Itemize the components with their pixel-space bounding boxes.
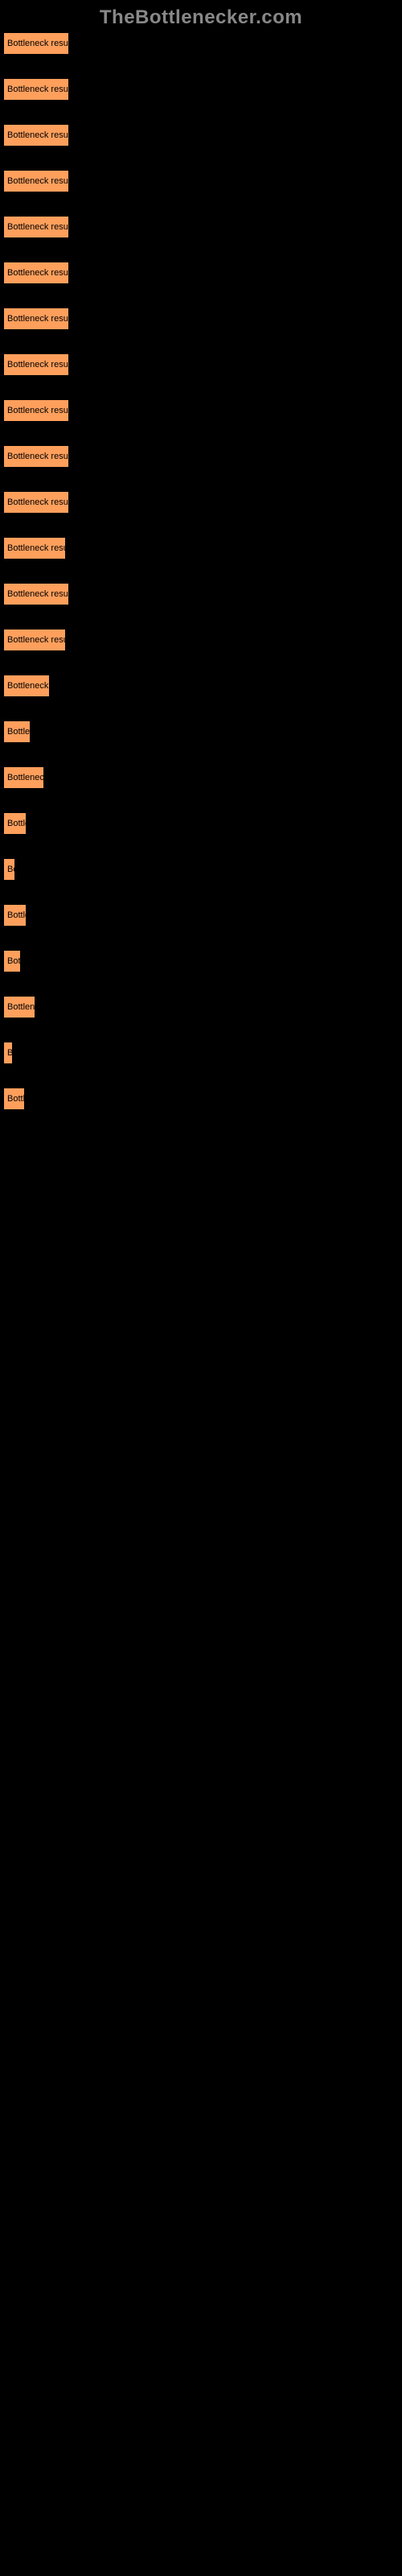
bar-row: Bottleneck result (3, 124, 402, 147)
bar: Bottleneck result (3, 170, 69, 192)
bar-label: Bottleneck result (7, 956, 21, 966)
bar-row: Bottleneck result (3, 812, 402, 835)
bar: Bottleneck result (3, 629, 66, 651)
bar-row: Bottleneck result (3, 766, 402, 789)
bar-label: Bottleneck result (7, 819, 27, 828)
bar: Bottleneck result (3, 78, 69, 101)
bar-row: Bottleneck result (3, 537, 402, 559)
bar-row: Bottleneck result (3, 629, 402, 651)
bar-row: Bottleneck result (3, 170, 402, 192)
bar: Bottleneck result (3, 675, 50, 697)
bar-label: Bottleneck result (7, 1094, 25, 1104)
bar-row: Bottleneck result (3, 583, 402, 605)
bar-label: Bottleneck result (7, 910, 27, 920)
bar: Bottleneck result (3, 308, 69, 330)
bar-row: Bottleneck result (3, 32, 402, 55)
bar-label: Bottleneck result (7, 1002, 35, 1012)
bar: Bottleneck result (3, 766, 44, 789)
bar-label: Bottleneck result (7, 39, 69, 48)
bar: Bottleneck result (3, 720, 31, 743)
bar-label: Bottleneck result (7, 497, 69, 507)
bar-row: Bottleneck result (3, 996, 402, 1018)
bar-label: Bottleneck result (7, 452, 69, 461)
bar-row: Bottleneck result (3, 262, 402, 284)
bar-label: Bottleneck result (7, 130, 69, 140)
bar: Bottleneck result (3, 445, 69, 468)
watermark-text: TheBottlenecker.com (100, 6, 302, 29)
bar-label: Bottleneck result (7, 360, 69, 369)
bar-label: Bottleneck result (7, 85, 69, 94)
bar: Bottleneck result (3, 904, 27, 927)
bar: Bottleneck result (3, 32, 69, 55)
bar-label: Bottleneck result (7, 635, 66, 645)
bar-row: Bottleneck result (3, 1088, 402, 1110)
bar-label: Bottleneck result (7, 681, 50, 691)
bar-row: Bottleneck result (3, 1042, 402, 1064)
bar: Bottleneck result (3, 262, 69, 284)
bar-label: Bottleneck result (7, 543, 66, 553)
bar: Bottleneck result (3, 1088, 25, 1110)
bar: Bottleneck result (3, 996, 35, 1018)
bar-row: Bottleneck result (3, 216, 402, 238)
bar: Bottleneck result (3, 491, 69, 514)
bar: Bottleneck result (3, 812, 27, 835)
bar: Bottleneck result (3, 216, 69, 238)
bar: Bottleneck result (3, 124, 69, 147)
bar-label: Bottleneck result (7, 406, 69, 415)
bar-label: Bottleneck result (7, 222, 69, 232)
bar: Bottleneck result (3, 399, 69, 422)
bar-label: Bottleneck result (7, 727, 31, 737)
bar-chart: Bottleneck result Bottleneck result Bottle… (0, 0, 402, 1110)
bar-row: Bottleneck result (3, 353, 402, 376)
bar: Bottleneck result (3, 1042, 13, 1064)
bar-row: Bottleneck result (3, 491, 402, 514)
bar-label: Bottleneck result (7, 865, 15, 874)
bar-row: Bottleneck result (3, 675, 402, 697)
bar-row: Bottleneck result (3, 858, 402, 881)
bar-label: Bottleneck result (7, 176, 69, 186)
bar: Bottleneck result (3, 858, 15, 881)
bar: Bottleneck result (3, 353, 69, 376)
bar-label: Bottleneck result (7, 773, 44, 782)
bar: Bottleneck result (3, 583, 69, 605)
bar-row: Bottleneck result (3, 445, 402, 468)
bar-label: Bottleneck result (7, 589, 69, 599)
bar-row: Bottleneck result (3, 308, 402, 330)
bar-row: Bottleneck result (3, 904, 402, 927)
bar-row: Bottleneck result (3, 720, 402, 743)
bar-label: Bottleneck result (7, 314, 69, 324)
bar-label: Bottleneck result (7, 1048, 13, 1058)
bar-row: Bottleneck result (3, 950, 402, 972)
bar-row: Bottleneck result (3, 399, 402, 422)
bar: Bottleneck result (3, 537, 66, 559)
bar: Bottleneck result (3, 950, 21, 972)
bar-label: Bottleneck result (7, 268, 69, 278)
bar-row: Bottleneck result (3, 78, 402, 101)
